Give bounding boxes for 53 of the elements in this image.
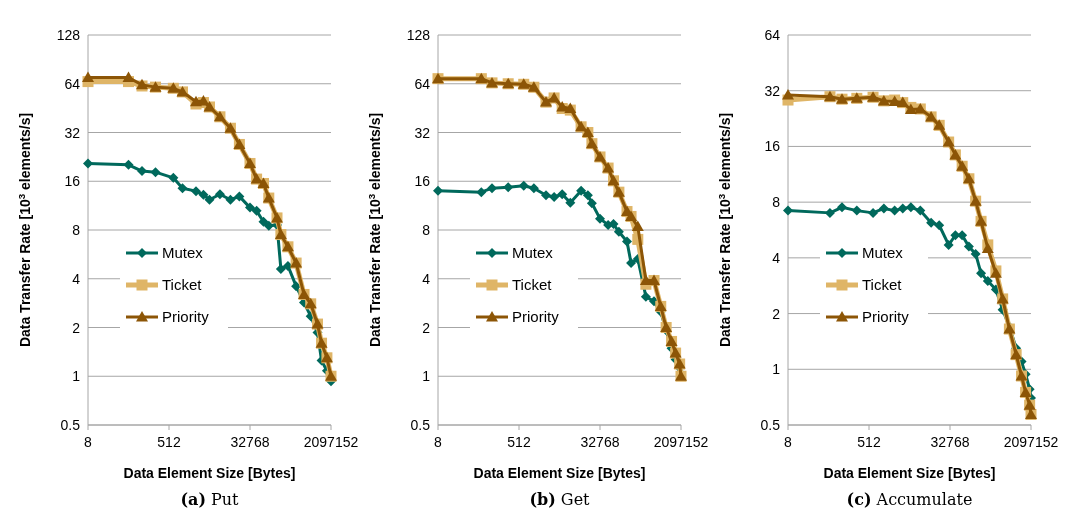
y-tick-label: 0.5 xyxy=(60,417,81,433)
legend-label: Ticket xyxy=(162,276,203,293)
y-tick-label: 16 xyxy=(414,173,431,190)
legend-label: Mutex xyxy=(862,244,904,261)
x-tick-label: 32768 xyxy=(230,434,270,450)
y-tick-label: 32 xyxy=(64,124,81,141)
y-tick-label: 128 xyxy=(406,27,431,43)
y-tick-label: 32 xyxy=(764,82,781,99)
x-tick-label: 2097152 xyxy=(303,434,359,450)
legend-label: Mutex xyxy=(512,244,554,261)
x-tick-label: 8 xyxy=(84,434,93,450)
text: (a) Put xyxy=(180,490,240,509)
y-tick-label: 64 xyxy=(764,27,781,43)
x-tick-label: 8 xyxy=(434,434,443,450)
y-tick-label: 4 xyxy=(772,249,781,266)
y-tick-label: 1 xyxy=(72,368,81,385)
legend-label: Priority xyxy=(862,308,910,325)
text: (c) Accumulate xyxy=(846,490,973,509)
y-tick-label: 32 xyxy=(414,124,431,141)
legend-label: Priority xyxy=(512,308,560,325)
x-tick-label: 512 xyxy=(857,434,881,450)
x-tick-label: 8 xyxy=(784,434,793,450)
y-tick-label: 0.5 xyxy=(760,417,781,433)
y-tick-label: 8 xyxy=(772,194,781,211)
x-tick-label: 2097152 xyxy=(1003,434,1059,450)
y-tick-label: 64 xyxy=(414,75,431,92)
x-axis-title: Data Element Size [Bytes] xyxy=(823,465,996,481)
y-tick-label: 64 xyxy=(64,75,81,92)
legend-label: Ticket xyxy=(862,276,903,293)
legend-label: Priority xyxy=(162,308,210,325)
legend-label: Ticket xyxy=(512,276,553,293)
y-tick-label: 4 xyxy=(72,270,81,287)
y-tick-label: 2 xyxy=(72,319,81,336)
y-tick-label: 128 xyxy=(56,27,81,43)
y-tick-label: 16 xyxy=(64,173,81,190)
y-tick-label: 4 xyxy=(422,270,431,287)
y-tick-label: 8 xyxy=(72,222,81,238)
y-tick-label: 0.5 xyxy=(410,417,431,433)
y-tick-label: 1 xyxy=(772,361,781,378)
y-tick-label: 2 xyxy=(772,305,781,322)
y-tick-label: 1 xyxy=(422,368,431,385)
x-tick-label: 32768 xyxy=(580,434,620,450)
x-axis-title: Data Element Size [Bytes] xyxy=(123,465,296,481)
x-tick-label: 512 xyxy=(157,434,181,450)
y-tick-label: 16 xyxy=(764,138,781,155)
y-tick-label: 2 xyxy=(422,319,431,336)
y-tick-label: 8 xyxy=(422,222,431,238)
x-tick-label: 512 xyxy=(507,434,531,450)
legend-label: Mutex xyxy=(162,244,204,261)
x-axis-title: Data Element Size [Bytes] xyxy=(473,465,646,481)
text: (b) Get xyxy=(529,490,591,509)
x-tick-label: 32768 xyxy=(930,434,970,450)
x-tick-label: 2097152 xyxy=(653,434,709,450)
